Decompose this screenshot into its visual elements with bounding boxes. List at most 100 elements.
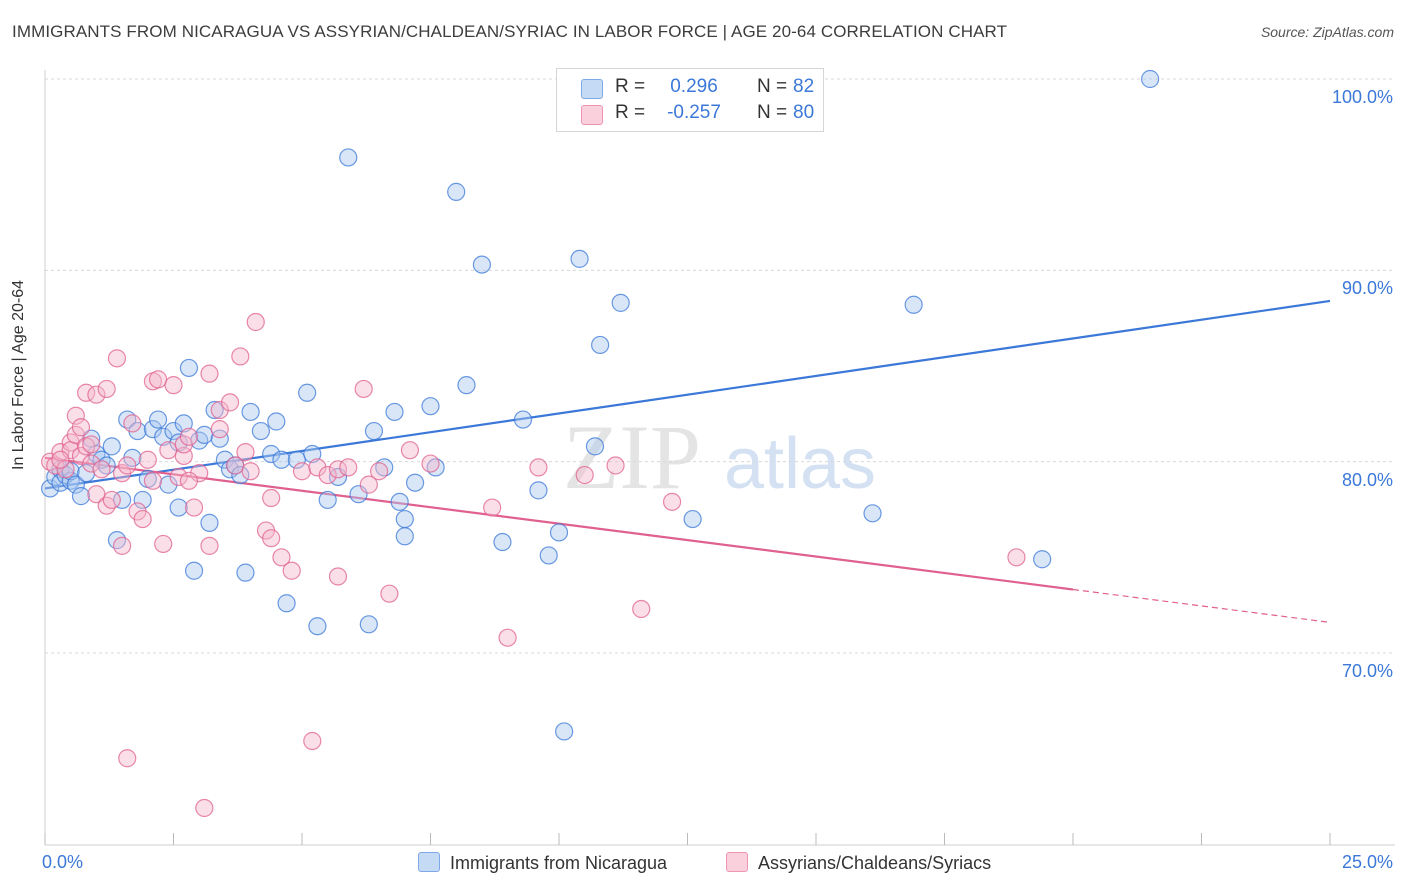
watermark-atlas: atlas [724,424,876,504]
point-nicaragua [195,425,214,444]
point-nicaragua [107,531,127,550]
point-nicaragua [148,410,168,429]
legend-n-label: N = [757,102,788,123]
point-assyrian [179,471,199,490]
y-tick-label: 90.0% [1341,278,1393,299]
point-nicaragua [513,410,533,429]
point-assyrian [575,465,594,485]
point-nicaragua [339,148,358,167]
point-nicaragua [863,504,882,523]
point-nicaragua [179,358,199,378]
point-assyrian [51,450,70,469]
point-assyrian [169,467,188,487]
point-assyrian [370,462,389,481]
point-nicaragua [493,532,512,552]
point-assyrian [97,379,116,399]
data-points [41,69,1160,818]
point-nicaragua [66,475,85,494]
watermark-zip: ZIP [563,406,701,508]
point-assyrian [359,475,378,494]
point-assyrian [92,460,111,479]
point-assyrian [303,731,322,751]
point-nicaragua [92,450,111,469]
legend-r-label: R = [615,76,646,97]
y-tick-label: 100.0% [1331,87,1393,107]
point-assyrian [195,798,214,818]
point-assyrian [184,498,204,517]
chart-title: IMMIGRANTS FROM NICARAGUA VS ASSYRIAN/CH… [12,22,1008,41]
legend-r-value: 0.296 [670,76,718,97]
point-assyrian [118,749,137,768]
point-nicaragua [77,464,96,483]
bottom-legend-nicaragua: Immigrants from Nicaragua [418,852,667,874]
point-assyrian [483,498,502,517]
point-nicaragua [102,437,121,456]
point-nicaragua [611,293,630,312]
point-nicaragua [262,444,281,464]
point-nicaragua [683,509,702,529]
point-assyrian [97,496,116,515]
legend-r-value: -0.257 [667,102,721,123]
point-nicaragua [143,420,163,439]
point-nicaragua [421,397,440,416]
x-tick-label-max: 25.0% [1341,852,1393,872]
point-assyrian [66,406,85,425]
point-assyrian [112,536,132,555]
point-nicaragua [395,527,414,546]
point-assyrian [159,441,178,460]
point-assyrian [606,456,625,475]
point-nicaragua [205,400,224,420]
legend-n-value: 82 [793,76,815,97]
point-nicaragua [385,402,404,422]
point-assyrian [200,364,219,383]
point-assyrian [46,456,65,475]
point-nicaragua [555,722,574,741]
correlation-legend: R = 0.296 N = 82 R = -0.257 N = 80 [556,68,824,132]
point-assyrian [164,376,183,395]
point-assyrian [133,509,152,529]
point-nicaragua [184,561,204,580]
point-nicaragua [364,421,384,441]
point-assyrian [282,561,301,580]
point-assyrian [87,385,106,404]
point-nicaragua [405,473,425,492]
point-assyrian [262,529,281,548]
point-nicaragua [71,487,91,506]
point-nicaragua [1140,69,1160,89]
axes [44,70,1395,846]
legend-swatch-assyrian [581,105,603,125]
point-nicaragua [472,255,491,274]
point-assyrian [318,465,337,485]
y-tick-label: 80.0% [1341,469,1393,490]
trend-line-assyrian-dashed [1072,588,1331,623]
point-assyrian [148,370,168,389]
bottom-legend-swatch-nicaragua [418,852,440,872]
point-assyrian [272,548,291,567]
point-assyrian [179,427,199,446]
point-assyrian [123,414,142,433]
point-nicaragua [169,498,188,517]
trend-line-nicaragua [44,299,1331,490]
point-nicaragua [539,546,558,565]
point-assyrian [107,349,127,368]
point-nicaragua [251,421,270,441]
point-assyrian [220,393,240,412]
point-assyrian [380,584,399,603]
y-tick-label: 70.0% [1341,661,1393,681]
point-assyrian [82,435,101,454]
point-nicaragua [298,383,317,402]
point-nicaragua [236,563,255,582]
point-nicaragua [447,182,466,201]
point-nicaragua [1033,550,1052,569]
point-assyrian [354,379,373,399]
point-nicaragua [200,513,219,532]
point-assyrian [118,456,137,475]
point-nicaragua [529,481,548,500]
point-assyrian [210,400,229,420]
point-nicaragua [390,492,409,511]
bottom-legend-assyrian: Assyrians/Chaldeans/Syriacs [726,852,991,874]
point-nicaragua [359,615,378,634]
point-assyrian [262,488,281,508]
point-nicaragua [133,490,152,510]
legend-n-value: 80 [793,102,815,123]
